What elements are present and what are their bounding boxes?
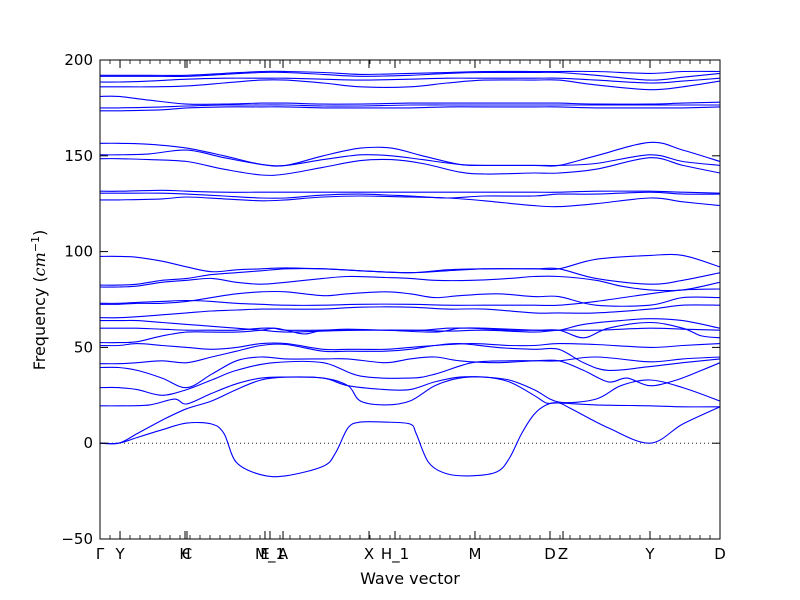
band-line-16 (100, 253, 720, 274)
band-line-19 (100, 189, 720, 194)
x-tick-label: D (544, 545, 556, 563)
x-tick-label: Γ (96, 545, 105, 563)
y-axis-label: Frequency (cm−1) (29, 230, 49, 371)
y-tick-label: −50 (61, 530, 93, 548)
band-line-4 (100, 359, 720, 396)
x-tick-label: D (714, 545, 726, 563)
y-ticks-layer: −50 0 50 100 150 200 (61, 51, 720, 548)
y-tick-label: 200 (64, 51, 93, 69)
band-line-18 (100, 191, 720, 199)
band-line-26 (100, 79, 720, 91)
x-tick-label: H (179, 545, 190, 563)
band-line-27 (100, 77, 720, 84)
band-line-13 (100, 288, 720, 307)
band-line-21 (100, 149, 720, 167)
band-line-25 (100, 95, 720, 105)
plot-frame (99, 59, 721, 540)
band-line-17 (100, 195, 720, 208)
x-tick-label: H_1 (381, 545, 409, 564)
x-axis-label: Wave vector (360, 569, 460, 588)
band-line-20 (100, 157, 720, 176)
band-line-22 (100, 141, 720, 167)
x-tick-label: Y (114, 545, 125, 563)
band-line-3 (100, 376, 720, 407)
band-line-7 (100, 342, 720, 351)
band-line-29 (100, 70, 720, 76)
x-tick-label: M (468, 545, 481, 563)
band-line-28 (100, 71, 720, 81)
x-tick-label: A (278, 545, 289, 563)
y-tick-label: 0 (83, 434, 93, 452)
band-line-10 (100, 319, 720, 333)
x-tick-label: Z (558, 545, 568, 563)
x-tick-label: C (182, 545, 192, 563)
band-line-6 (100, 342, 720, 372)
band-line-14 (100, 275, 720, 292)
y-tick-label: 50 (74, 338, 93, 356)
x-tick-label: M_1 (255, 545, 285, 564)
band-line-23 (100, 106, 720, 112)
band-line-2 (100, 376, 720, 445)
x-tick-label: X (364, 545, 374, 563)
band-line-12 (100, 290, 720, 307)
bands-layer (100, 70, 720, 478)
x-tick-label: E (260, 545, 269, 563)
x-tick-label: Y (644, 545, 655, 563)
y-tick-label: 100 (64, 243, 93, 261)
y-tick-label: 150 (64, 147, 93, 165)
band-line-24 (100, 104, 720, 109)
band-line-11 (100, 304, 720, 319)
x-ticks-layer: Γ Y HC EM_1A X H_1 M D Z Y D (96, 60, 726, 564)
